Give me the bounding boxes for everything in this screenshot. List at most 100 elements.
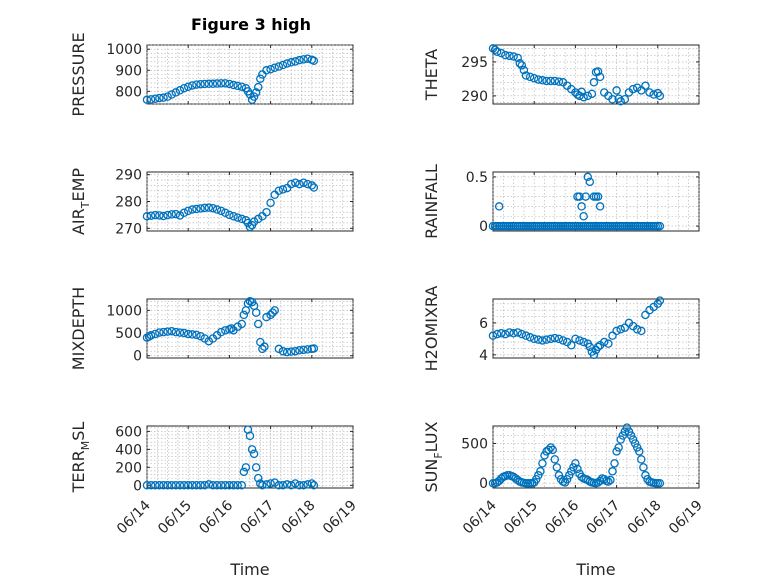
terrmsl-point [192,481,201,490]
rainfall-point [595,202,605,211]
mixdepth-point [253,319,263,329]
terrmsl-point [159,481,168,490]
rainfall-point [655,221,665,231]
theta-point [595,72,605,82]
sunflux-ylabel: SUNFLUX [422,421,445,492]
sunflux-point [534,471,543,480]
theta-point [587,89,597,99]
mixdepth-point [268,308,277,317]
theta-point [515,59,525,68]
pressure-point [212,79,222,88]
h2omixra-grid [492,299,700,358]
terrmsl-xtick-label: 06/15 [155,498,195,538]
mixdepth-point [286,347,296,356]
sunflux-point [655,478,665,488]
terrmsl-point [303,480,312,489]
theta-point [628,84,638,94]
theta-point [554,77,564,86]
terrmsl-point [212,481,222,490]
h2omixra-point [501,329,510,339]
pressure-point [188,81,197,90]
mixdepth-point [179,328,189,338]
theta-point [649,90,658,99]
sunflux-point [610,459,619,468]
theta-point [538,76,547,85]
mixdepth-point [188,330,197,339]
sunflux-point [612,447,621,456]
terrmsl-point [256,479,265,488]
mixdepth-point [155,328,164,337]
airtemp-point [146,211,156,220]
airtemp-point [262,207,271,217]
airtemp-point [278,185,288,194]
terrmsl-point [183,481,193,490]
h2omixra-point [593,342,603,352]
sunflux-series [488,423,665,488]
terrmsl-xlabel: Time [229,560,269,579]
sunflux-grid [492,426,700,488]
pressure-point [309,56,319,66]
theta-point [517,61,527,70]
subplot-theta: 290 295 THETA [422,44,700,106]
h2omixra-point [546,334,555,344]
pressure-point [251,88,261,97]
terrmsl-point [291,479,300,488]
theta-point [525,72,535,82]
pressure-ytick-label: 900 [115,63,142,79]
terrmsl-point [251,463,261,472]
pressure-point [200,79,209,89]
sunflux-point [544,445,553,455]
sunflux-point [552,463,562,472]
airtemp-ytick-label: 280 [115,195,142,211]
theta-point [496,48,506,58]
sunflux-point [635,447,644,456]
rainfall-point [585,177,595,187]
sunflux-point [540,451,549,460]
sunflux-ytick-label: 500 [461,436,488,452]
h2omixra-point [496,329,506,338]
h2omixra-point [492,329,502,339]
h2omixra-point [488,331,498,340]
terrmsl-ylabel: TERRMSL [69,422,92,494]
terrmsl-point [196,481,205,490]
h2omixra-point [599,337,609,347]
sunflux-xtick-label: 06/15 [501,498,541,538]
pressure-point [233,81,242,91]
mixdepth-point [303,345,312,354]
mixdepth-point [175,328,185,337]
theta-point [501,50,510,60]
pressure-point [155,93,164,103]
rainfall-point [583,172,593,182]
terrmsl-xtick-label: 06/18 [279,498,319,538]
h2omixra-point [538,336,547,345]
pressure-point [146,95,156,104]
airtemp-point [291,178,300,187]
terrmsl-point [221,481,230,490]
terrmsl-xtick-label: 06/19 [320,498,360,538]
sunflux-xtick-label: 06/14 [460,497,500,537]
h2omixra-point [558,336,568,345]
mixdepth-point [291,346,300,356]
terrmsl-ytick-label: 0 [133,478,142,494]
mixdepth-series [142,297,319,357]
airtemp-point [171,209,181,219]
sunflux-point [536,467,545,476]
airtemp-series [142,178,319,232]
sunflux-point [632,443,642,452]
sunflux-xlabel: Time [575,560,615,579]
pressure-point [183,82,193,91]
airtemp-point [159,211,168,221]
pressure-grid [146,44,354,105]
mixdepth-point [262,312,271,322]
theta-point [519,65,529,75]
airtemp-point [266,198,275,208]
airtemp-point [200,203,209,213]
h2omixra-point [589,350,599,360]
sunflux-point [641,471,650,480]
rainfall-point [575,192,584,201]
airtemp-point [299,178,308,187]
pressure-point [204,79,214,89]
terrmsl-ytick-label: 600 [115,424,142,440]
terrmsl-point [179,481,189,490]
terrmsl-point [171,481,181,490]
